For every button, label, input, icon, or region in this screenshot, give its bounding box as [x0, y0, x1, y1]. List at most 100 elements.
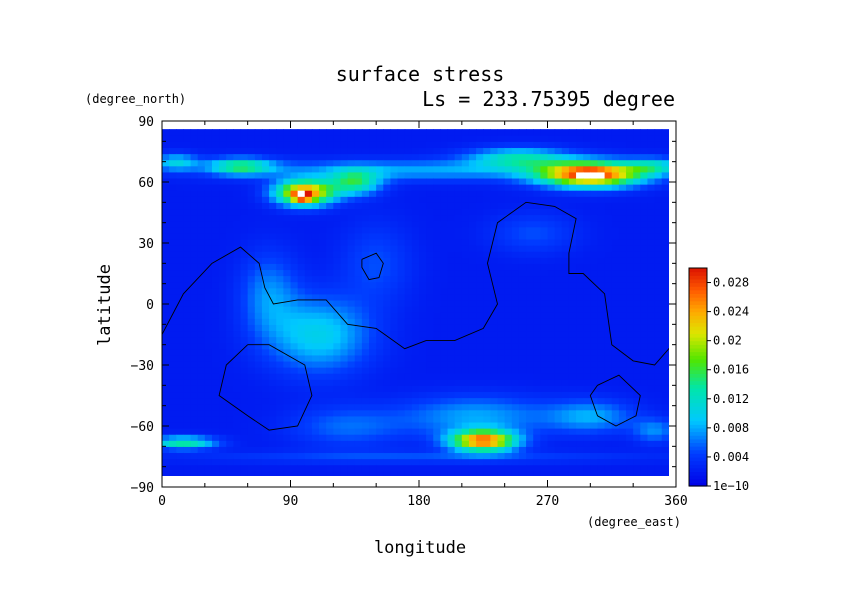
heatmap-cell — [361, 269, 370, 277]
heatmap-cell — [204, 135, 213, 142]
heatmap-cell — [261, 299, 270, 307]
heatmap-cell — [561, 287, 570, 295]
heatmap-cell — [183, 196, 192, 203]
heatmap-cell — [190, 171, 199, 179]
heatmap-cell — [376, 184, 384, 191]
heatmap-cell — [176, 196, 185, 203]
heatmap-cell — [176, 446, 185, 454]
heatmap-cell — [276, 440, 284, 447]
heatmap-cell — [654, 421, 663, 429]
heatmap-cell — [333, 159, 342, 167]
heatmap-cell — [583, 415, 591, 423]
heatmap-cell — [354, 428, 363, 435]
heatmap-cell — [618, 354, 627, 362]
heatmap-cell — [226, 226, 234, 234]
heatmap-cell — [597, 196, 606, 203]
heatmap-cell — [590, 251, 599, 258]
heatmap-cell — [440, 263, 449, 271]
heatmap-cell — [390, 299, 399, 307]
heatmap-cell — [497, 196, 506, 203]
heatmap-cell — [468, 415, 477, 423]
heatmap-cell — [483, 458, 491, 466]
heatmap-cell — [476, 257, 484, 264]
heatmap-cell — [247, 275, 256, 283]
heatmap-cell — [490, 470, 499, 476]
heatmap-cell — [476, 202, 484, 210]
heatmap-cell — [633, 232, 641, 240]
heatmap-cell — [647, 318, 656, 325]
heatmap-cell — [340, 409, 349, 417]
heatmap-cell — [269, 330, 277, 338]
heatmap-cell — [426, 135, 434, 142]
heatmap-cell — [261, 373, 270, 380]
heatmap-cell — [319, 324, 327, 332]
heatmap-cell — [483, 464, 491, 472]
heatmap-cell — [347, 446, 356, 454]
heatmap-cell — [604, 135, 613, 142]
heatmap-cell — [661, 190, 669, 197]
heatmap-cell — [554, 440, 563, 447]
heatmap-cell — [447, 232, 456, 240]
heatmap-cell — [390, 379, 399, 386]
heatmap-cell — [461, 171, 470, 179]
heatmap-cell — [404, 458, 413, 466]
heatmap-cell — [304, 299, 313, 307]
heatmap-cell — [376, 177, 384, 185]
heatmap-cell — [583, 202, 591, 210]
heatmap-cell — [426, 440, 434, 447]
heatmap-cell — [618, 428, 627, 435]
heatmap-cell — [568, 379, 577, 386]
heatmap-cell — [204, 318, 213, 325]
heatmap-cell — [590, 324, 599, 332]
heatmap-cell — [176, 184, 185, 191]
heatmap-cell — [533, 232, 541, 240]
heatmap-cell — [219, 324, 227, 332]
heatmap-cell — [604, 330, 613, 338]
heatmap-cell — [426, 220, 434, 228]
heatmap-cell — [390, 245, 399, 252]
heatmap-cell — [319, 208, 327, 216]
heatmap-cell — [383, 415, 392, 423]
heatmap-cell — [504, 165, 513, 173]
heatmap-cell — [340, 312, 349, 319]
heatmap-cell — [276, 135, 284, 142]
heatmap-cell — [169, 403, 177, 411]
heatmap-cell — [404, 367, 413, 374]
heatmap-cell — [461, 324, 470, 332]
heatmap-cell — [590, 385, 599, 393]
heatmap-cell — [261, 190, 270, 197]
heatmap-cell — [533, 403, 541, 411]
heatmap-cell — [611, 177, 620, 185]
heatmap-cell — [561, 299, 570, 307]
heatmap-cell — [340, 458, 349, 466]
heatmap-cell — [297, 318, 306, 325]
heatmap-cell — [340, 141, 349, 149]
heatmap-cell — [504, 446, 513, 454]
heatmap-cell — [654, 360, 663, 368]
heatmap-cell — [311, 214, 320, 222]
heatmap-cell — [304, 428, 313, 435]
heatmap-cell — [311, 141, 320, 149]
heatmap-cell — [504, 367, 513, 374]
heatmap-cell — [369, 318, 377, 325]
heatmap-cell — [261, 208, 270, 216]
heatmap-cell — [476, 299, 484, 307]
heatmap-cell — [162, 251, 170, 258]
heatmap-cell — [597, 269, 606, 277]
heatmap-cell — [526, 312, 534, 319]
heatmap-cell — [511, 336, 520, 344]
heatmap-cell — [468, 147, 477, 155]
heatmap-cell — [276, 324, 284, 332]
heatmap-cell — [347, 299, 356, 307]
heatmap-cell — [654, 165, 663, 173]
heatmap-cell — [354, 470, 363, 476]
heatmap-cell — [440, 184, 449, 191]
heatmap-cell — [590, 147, 599, 155]
heatmap-cell — [226, 287, 234, 295]
heatmap-cell — [247, 165, 256, 173]
heatmap-cell — [361, 129, 370, 136]
heatmap-cell — [554, 464, 563, 472]
heatmap-cell — [497, 446, 506, 454]
heatmap-cell — [647, 293, 656, 301]
heatmap-cell — [276, 287, 284, 295]
